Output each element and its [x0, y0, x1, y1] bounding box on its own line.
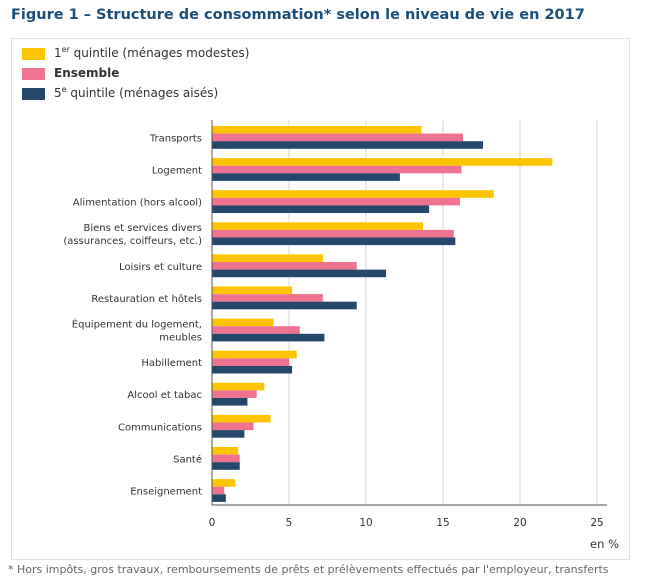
- bar-1: [212, 222, 423, 230]
- category-label: meubles: [159, 333, 202, 344]
- bar-1: [212, 286, 293, 295]
- legend-label-q1: 1er quintile (ménages modestes): [54, 45, 250, 61]
- bar-3: [212, 365, 293, 374]
- legend-label-q5: 5e quintile (ménages aisés): [54, 85, 219, 101]
- bar-1: [212, 382, 265, 391]
- bar-2: [212, 165, 462, 174]
- x-axis-label: en %: [590, 537, 619, 551]
- bar-3: [212, 141, 484, 149]
- bar-2: [212, 486, 225, 495]
- x-tick-label: 0: [209, 517, 216, 529]
- category-label: Alimentation (hors alcool): [73, 198, 202, 209]
- bar-3: [212, 173, 400, 181]
- bar-3: [212, 430, 245, 438]
- bar-1: [212, 190, 494, 198]
- x-tick-label: 10: [359, 517, 372, 529]
- figure-panel: [11, 38, 630, 560]
- x-tick-label: 15: [436, 517, 449, 529]
- bar-3: [212, 462, 240, 470]
- bar-2: [212, 454, 240, 463]
- category-label: Équipement du logement,: [72, 318, 202, 331]
- legend-label-ensemble: Ensemble: [54, 66, 120, 80]
- footnote: * Hors impôts, gros travaux, rembourseme…: [8, 563, 609, 576]
- bar-3: [212, 398, 248, 406]
- x-tick-label: 5: [286, 517, 293, 529]
- bar-3: [212, 301, 357, 310]
- bar-2: [212, 390, 257, 398]
- category-label: Biens et services divers: [84, 223, 203, 234]
- bar-1: [212, 414, 271, 423]
- bar-3: [212, 269, 387, 278]
- x-tick-label: 25: [590, 517, 603, 529]
- bar-2: [212, 133, 464, 142]
- bar-1: [212, 447, 239, 455]
- category-label: Loisirs et culture: [119, 262, 202, 273]
- category-label: Enseignement: [130, 487, 202, 498]
- legend-swatch-q5: [22, 88, 45, 100]
- bar-2: [212, 422, 254, 431]
- legend-swatch-q1: [22, 48, 45, 60]
- bar-3: [212, 333, 325, 342]
- bar-1: [212, 479, 236, 487]
- bar-1: [212, 254, 323, 262]
- bar-2: [212, 294, 323, 302]
- bar-2: [212, 262, 357, 270]
- bar-2: [212, 358, 289, 366]
- category-label: Transports: [149, 133, 202, 144]
- category-label: Communications: [118, 422, 202, 433]
- category-label: Restauration et hôtels: [91, 293, 202, 305]
- x-tick-label: 20: [513, 517, 526, 529]
- bar-3: [212, 237, 456, 246]
- bar-3: [212, 494, 226, 502]
- bar-1: [212, 158, 553, 166]
- category-label: (assurances, coiffeurs, etc.): [63, 236, 202, 247]
- category-label: Santé: [173, 453, 202, 465]
- bar-1: [212, 126, 422, 134]
- page-title: Figure 1 – Structure de consommation* se…: [11, 7, 585, 23]
- legend-swatch-ensemble: [22, 68, 45, 80]
- category-label: Alcool et tabac: [127, 390, 202, 401]
- bar-1: [212, 350, 297, 359]
- bar-1: [212, 318, 274, 327]
- category-label: Habillement: [141, 358, 202, 369]
- bar-2: [212, 229, 454, 238]
- bar-2: [212, 326, 300, 334]
- bar-2: [212, 197, 460, 206]
- category-label: Logement: [152, 166, 202, 177]
- bar-3: [212, 205, 430, 213]
